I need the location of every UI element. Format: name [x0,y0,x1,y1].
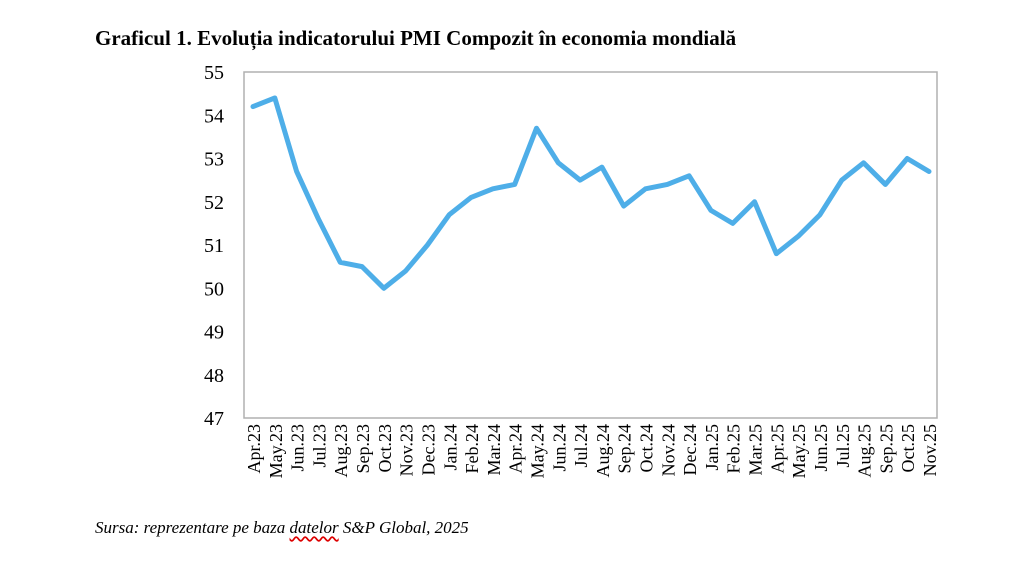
x-tick-label: Jul.24 [571,424,591,468]
x-tick-label: Jan.25 [702,424,722,471]
y-tick-label: 54 [204,105,224,127]
x-tick-label: Aug.25 [855,424,875,478]
x-tick-label: Jun.25 [811,424,831,472]
x-tick-label: Mar.25 [746,424,766,476]
x-tick-label: Apr.25 [767,424,787,474]
x-tick-label: Oct.24 [637,424,657,473]
x-tick-label: Jul.23 [309,424,329,468]
x-tick-label: Feb.24 [462,424,482,474]
x-tick-label: Jan.24 [440,424,460,471]
x-tick-label: Dec.24 [680,424,700,475]
series-line [250,95,932,291]
x-tick-label: Sep.23 [353,424,373,474]
x-tick-label: Apr.24 [506,424,526,474]
source-note: Sursa: reprezentare pe baza datelor S&P … [95,518,469,538]
y-tick-label: 51 [204,235,224,257]
x-tick-label: Aug.23 [331,424,351,478]
x-tick-label: Nov.24 [658,424,678,476]
y-tick-label: 48 [204,365,224,387]
y-tick-label: 49 [204,322,224,344]
y-tick-label: 47 [204,408,224,430]
y-tick-label: 55 [204,62,224,84]
y-tick-label: 52 [204,192,224,214]
plot-area [243,71,938,419]
x-tick-label: May.23 [266,424,286,478]
y-tick-label: 50 [204,278,224,300]
x-tick-label: Apr.23 [244,424,264,474]
x-tick-label: Jul.25 [833,424,853,468]
x-tick-label: May.24 [527,424,547,478]
x-tick-label: Mar.24 [484,424,504,476]
y-tick-label: 53 [204,149,224,171]
x-tick-label: Jun.24 [549,424,569,472]
source-underlined: datelor [289,518,339,537]
x-tick-label: Oct.23 [375,424,395,473]
x-tick-label: May.25 [789,424,809,478]
x-tick-label: Dec.23 [418,424,438,475]
source-suffix: S&P Global, 2025 [338,518,469,537]
x-tick-label: Nov.25 [920,424,940,476]
x-tick-label: Oct.25 [898,424,918,473]
source-prefix: Sursa: reprezentare pe baza [95,518,290,537]
x-tick-label: Nov.23 [397,424,417,476]
x-tick-label: Feb.25 [724,424,744,474]
x-tick-label: Aug.24 [593,424,613,478]
x-tick-label: Sep.25 [876,424,896,474]
chart-title: Graficul 1. Evoluția indicatorului PMI C… [95,26,737,50]
x-tick-label: Jun.23 [288,424,308,472]
x-tick-label: Sep.24 [615,424,635,474]
